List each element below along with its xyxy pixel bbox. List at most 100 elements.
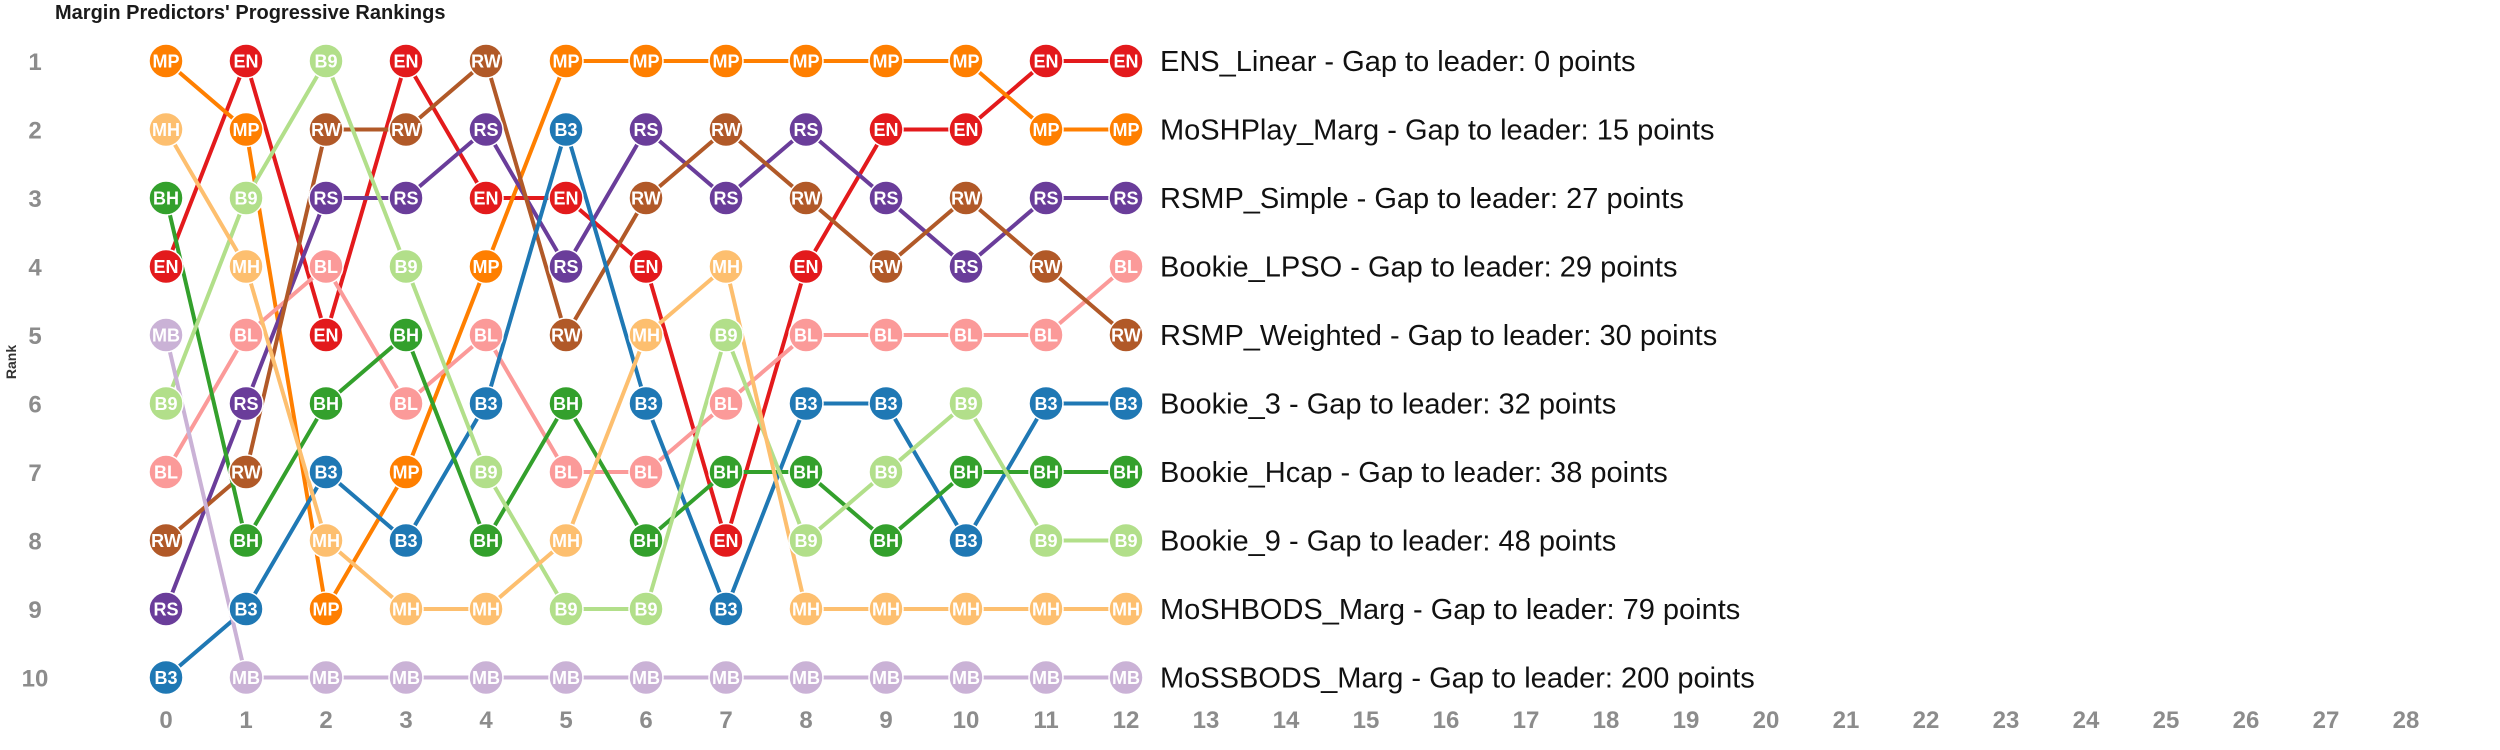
marker-bl: BL	[308, 248, 344, 285]
marker-circle	[788, 317, 824, 353]
marker-code: B9	[794, 531, 817, 551]
marker-rw: RW	[868, 248, 904, 285]
marker-code: EN	[553, 189, 578, 209]
marker-circle	[468, 248, 504, 285]
marker-circle	[308, 385, 344, 422]
marker-circle	[308, 248, 344, 285]
marker-mb: MB	[868, 659, 904, 696]
marker-b9: B9	[388, 248, 424, 285]
marker-code: BH	[1113, 463, 1139, 483]
marker-en: EN	[468, 180, 504, 216]
marker-circle	[788, 248, 824, 285]
marker-code: MP	[1033, 120, 1060, 140]
marker-code: MB	[392, 668, 420, 688]
x-tick-label: 12	[1113, 707, 1140, 734]
marker-code: BH	[153, 189, 179, 209]
marker-code: B3	[394, 531, 417, 551]
marker-mb: MB	[228, 659, 264, 696]
marker-circle	[1108, 180, 1144, 216]
marker-code: BH	[393, 326, 419, 346]
marker-mh: MH	[468, 591, 504, 627]
marker-code: MP	[473, 257, 500, 277]
marker-code: EN	[1113, 52, 1138, 72]
marker-circle	[868, 454, 904, 490]
marker-bh: BH	[228, 522, 264, 559]
marker-code: MH	[1112, 600, 1140, 620]
marker-circle	[148, 454, 184, 490]
marker-circle	[468, 385, 504, 422]
marker-circle	[1108, 248, 1144, 285]
marker-bh: BH	[148, 180, 184, 216]
marker-b3: B3	[628, 385, 664, 422]
rank-tick-label: 6	[28, 392, 41, 419]
marker-code: B9	[634, 600, 657, 620]
marker-circle	[868, 385, 904, 422]
marker-rs: RS	[628, 111, 664, 148]
marker-circle	[468, 111, 504, 148]
marker-rs: RS	[868, 180, 904, 216]
marker-circle	[628, 591, 664, 627]
marker-rw: RW	[548, 317, 584, 353]
marker-circle	[548, 43, 584, 79]
marker-circle	[628, 522, 664, 559]
marker-code: B9	[314, 52, 337, 72]
marker-code: MP	[953, 52, 980, 72]
marker-circle	[388, 43, 424, 79]
marker-mh: MH	[708, 248, 744, 285]
marker-code: RW	[951, 189, 981, 209]
marker-circle	[1108, 591, 1144, 627]
marker-code: MP	[1113, 120, 1140, 140]
end-label-en: ENS_Linear - Gap to leader: 0 points	[1160, 46, 1636, 78]
marker-code: BL	[394, 394, 418, 414]
marker-rw: RW	[1028, 248, 1064, 285]
x-tick-label: 18	[1593, 707, 1620, 734]
marker-circle	[308, 111, 344, 148]
marker-bh: BH	[708, 454, 744, 490]
marker-code: MB	[472, 668, 500, 688]
marker-bl: BL	[148, 454, 184, 490]
marker-code: RS	[553, 257, 578, 277]
marker-code: MH	[552, 531, 580, 551]
marker-code: BL	[554, 463, 578, 483]
marker-bl: BL	[548, 454, 584, 490]
marker-circle	[148, 248, 184, 285]
x-tick-label: 7	[719, 707, 732, 734]
marker-b9: B9	[788, 522, 824, 559]
marker-circle	[628, 454, 664, 490]
marker-rw: RW	[468, 43, 504, 79]
marker-code: EN	[793, 257, 818, 277]
marker-code: RS	[793, 120, 818, 140]
marker-circle	[548, 317, 584, 353]
marker-code: B3	[234, 600, 257, 620]
marker-rw: RW	[788, 180, 824, 216]
marker-code: RW	[711, 120, 741, 140]
marker-mb: MB	[1108, 659, 1144, 696]
marker-code: RS	[153, 600, 178, 620]
marker-circle	[1108, 659, 1144, 696]
marker-circle	[628, 659, 664, 696]
marker-circle	[548, 591, 584, 627]
marker-bl: BL	[628, 454, 664, 490]
marker-circle	[628, 43, 664, 79]
marker-code: EN	[633, 257, 658, 277]
marker-circle	[148, 111, 184, 148]
marker-code: B9	[554, 600, 577, 620]
end-label-b3: Bookie_3 - Gap to leader: 32 points	[1160, 389, 1616, 421]
marker-code: EN	[313, 326, 338, 346]
x-tick-label: 20	[1753, 707, 1780, 734]
marker-bl: BL	[228, 317, 264, 353]
marker-b3: B3	[148, 659, 184, 696]
marker-code: MH	[872, 600, 900, 620]
marker-code: EN	[1033, 52, 1058, 72]
marker-circle	[1108, 111, 1144, 148]
marker-circle	[948, 111, 984, 148]
marker-mp: MP	[228, 111, 264, 148]
marker-code: BL	[1034, 326, 1058, 346]
marker-circle	[948, 248, 984, 285]
marker-code: RS	[393, 189, 418, 209]
marker-mh: MH	[1028, 591, 1064, 627]
marker-code: BH	[953, 463, 979, 483]
marker-circle	[1028, 522, 1064, 559]
marker-circle	[708, 180, 744, 216]
marker-code: MB	[152, 326, 180, 346]
